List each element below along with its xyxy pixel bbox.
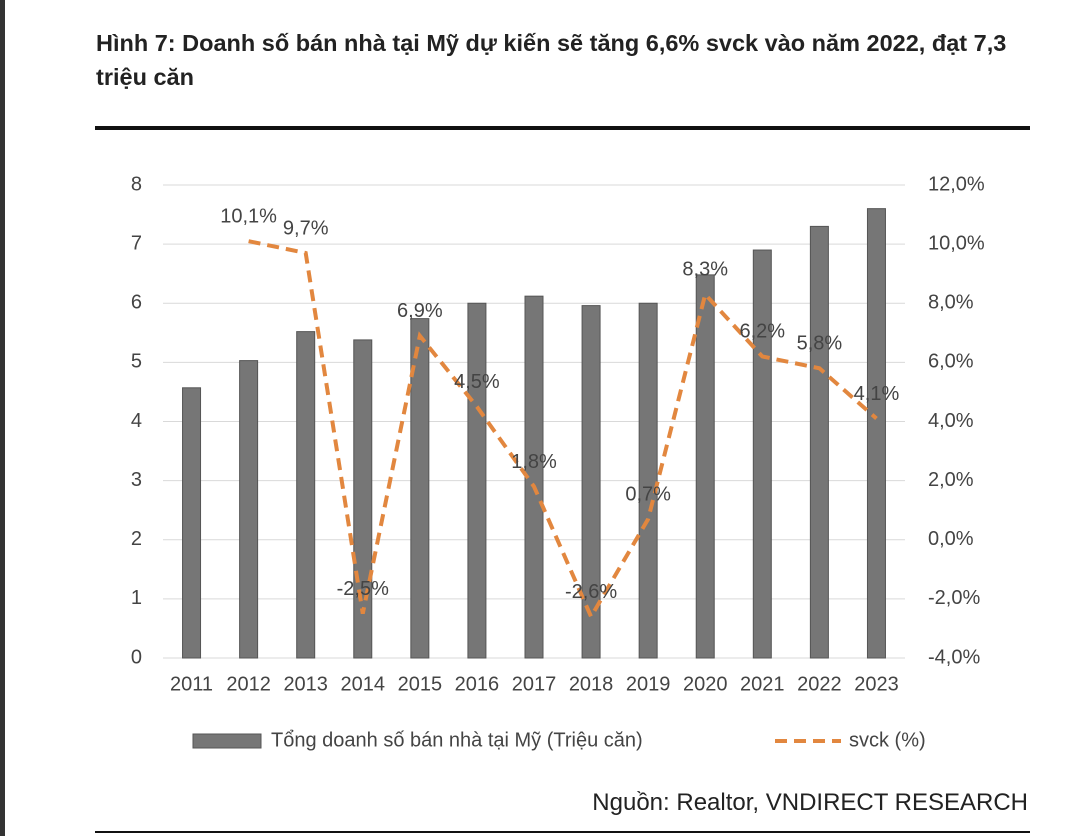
data-label: 6,9% — [397, 300, 443, 322]
data-label: 8,3% — [682, 259, 728, 281]
x-tick-label: 2011 — [170, 673, 213, 695]
bar — [638, 302, 658, 659]
x-tick-label: 2012 — [226, 673, 271, 695]
source: Nguồn: Realtor, VNDIRECT RESEARCH — [592, 789, 1028, 816]
data-label: 6,2% — [740, 321, 786, 343]
chart-title: Hình 7: Doanh số bán nhà tại Mỹ dự kiến … — [96, 30, 1007, 90]
y-tick-label: 8 — [131, 173, 142, 195]
x-tick-label: 2016 — [455, 673, 500, 695]
rule — [95, 126, 1030, 130]
bar — [581, 305, 601, 659]
x-tick-label: 2013 — [283, 673, 328, 695]
x-tick-label: 2018 — [569, 673, 614, 695]
legend-label: Tổng doanh số bán nhà tại Mỹ (Triệu căn) — [271, 729, 643, 751]
y-tick-label: 4 — [131, 410, 142, 432]
bar — [296, 331, 316, 659]
bar — [695, 274, 715, 659]
y-tick-label: 0 — [131, 646, 142, 668]
data-label: 5,8% — [797, 333, 843, 355]
line — [248, 239, 878, 622]
bar — [866, 208, 886, 659]
data-label: -2,5% — [337, 578, 389, 600]
y-tick-label: 1 — [131, 587, 142, 609]
data-label: 10,1% — [220, 205, 277, 227]
x-tick-label: 2015 — [398, 673, 443, 695]
y-tick-label: 7 — [131, 232, 142, 254]
legend-swatch — [192, 733, 262, 749]
rule — [95, 831, 1030, 833]
y-tick-label: 2 — [131, 528, 142, 550]
x-tick-label: 2020 — [683, 673, 728, 695]
x-tick-label: 2022 — [797, 673, 842, 695]
bar — [182, 387, 202, 659]
x-tick-label: 2019 — [626, 673, 671, 695]
x-tick-label: 2014 — [341, 673, 386, 695]
y2-tick-label: -2,0% — [928, 587, 980, 609]
y2-tick-label: 8,0% — [928, 292, 974, 314]
bar — [752, 249, 772, 659]
bar — [809, 225, 829, 659]
bar — [410, 318, 430, 659]
bar — [239, 360, 259, 659]
legend-label: svck (%) — [849, 729, 926, 751]
y-tick-label: 3 — [131, 469, 142, 491]
data-label: -2,6% — [565, 581, 617, 603]
data-label: 4,5% — [454, 371, 500, 393]
y2-tick-label: 2,0% — [928, 469, 974, 491]
y2-tick-label: 10,0% — [928, 232, 985, 254]
y2-tick-label: 6,0% — [928, 351, 974, 373]
x-tick-label: 2021 — [740, 673, 785, 695]
y2-tick-label: -4,0% — [928, 646, 980, 668]
y-tick-label: 5 — [131, 351, 142, 373]
bar — [467, 302, 487, 659]
data-label: 9,7% — [283, 217, 329, 239]
y2-tick-label: 0,0% — [928, 528, 974, 550]
y2-tick-label: 4,0% — [928, 410, 974, 432]
y-tick-label: 6 — [131, 292, 142, 314]
data-label: 4,1% — [854, 383, 900, 405]
data-label: 0,7% — [625, 483, 671, 505]
x-tick-label: 2017 — [512, 673, 557, 695]
x-tick-label: 2023 — [854, 673, 899, 695]
data-label: 1,8% — [511, 451, 557, 473]
edge-bar — [0, 0, 5, 836]
y2-tick-label: 12,0% — [928, 173, 985, 195]
